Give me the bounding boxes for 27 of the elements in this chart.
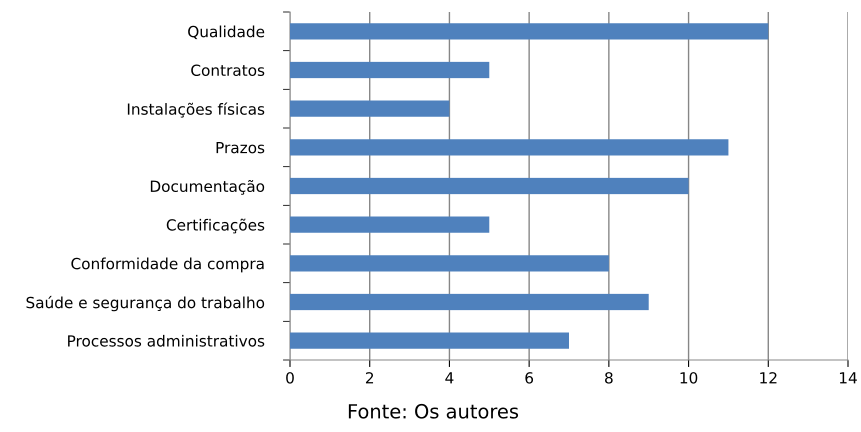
bar [290, 62, 490, 78]
bar [290, 332, 569, 349]
y-tick-label: Prazos [216, 142, 264, 154]
y-tick-label: Processos administrativos [68, 334, 264, 347]
x-tick-label: 8 [605, 372, 613, 384]
bar [290, 255, 609, 272]
y-tick-label: Certificações [166, 218, 264, 234]
y-tick-label: Contratos [191, 64, 264, 76]
bar [290, 216, 490, 233]
x-tick-label: 4 [445, 372, 454, 384]
source-note: Fonte: Os autores [348, 404, 518, 419]
bar [290, 294, 649, 310]
y-tick-label: Instalações físicas [128, 102, 264, 118]
x-tick-label: 10 [680, 372, 698, 384]
bar [290, 178, 689, 194]
bar [290, 100, 450, 117]
x-tick-label: 6 [525, 372, 534, 384]
x-tick-label: 2 [366, 372, 374, 384]
bar [290, 139, 728, 156]
x-tick-label: 0 [286, 372, 294, 384]
y-tick-label: Qualidade [188, 26, 264, 40]
x-tick-label: 12 [760, 372, 776, 384]
bar [290, 23, 768, 40]
y-tick-label: Saúde e segurança do trabalho [26, 296, 264, 312]
x-tick-label: 14 [840, 372, 857, 384]
y-tick-label: Conformidade da compra [71, 258, 264, 272]
y-tick-label: Documentação [150, 180, 264, 195]
